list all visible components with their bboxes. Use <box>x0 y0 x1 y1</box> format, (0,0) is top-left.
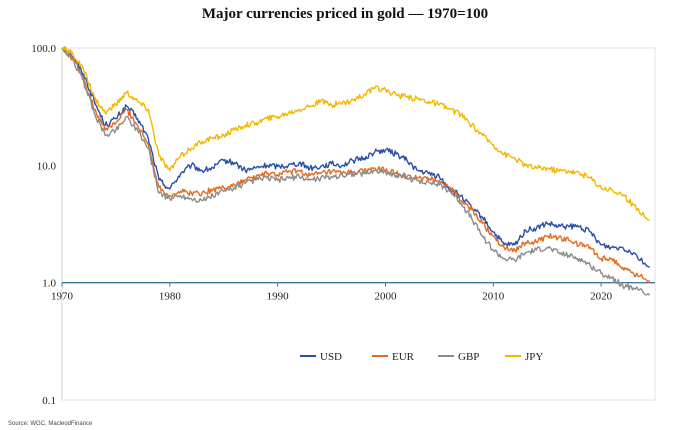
y-tick-label: 100.0 <box>31 43 56 55</box>
legend-label-eur: EUR <box>392 351 415 363</box>
x-tick-label: 2000 <box>374 291 397 303</box>
chart-title: Major currencies priced in gold — 1970=1… <box>201 6 489 22</box>
source-note: Source: WGC, MacleodFinance <box>8 421 93 427</box>
x-tick-label: 1970 <box>51 291 74 303</box>
x-tick-label: 1990 <box>267 291 290 303</box>
series-line-gbp <box>61 46 651 296</box>
plot-frame <box>61 47 656 401</box>
series-line-eur <box>61 47 651 283</box>
legend-label-jpy: JPY <box>525 351 543 363</box>
x-tick-label: 1980 <box>159 291 182 303</box>
legend-label-gbp: GBP <box>458 351 479 363</box>
x-tick-label: 2010 <box>482 291 505 303</box>
legend-label-usd: USD <box>320 351 342 363</box>
series-line-jpy <box>61 46 650 221</box>
x-tick-label: 2020 <box>590 291 613 303</box>
y-tick-label: 10.0 <box>37 160 57 172</box>
series-line-usd <box>61 47 650 269</box>
y-tick-label: 1.0 <box>42 278 56 290</box>
y-tick-label: 0.1 <box>42 395 56 407</box>
